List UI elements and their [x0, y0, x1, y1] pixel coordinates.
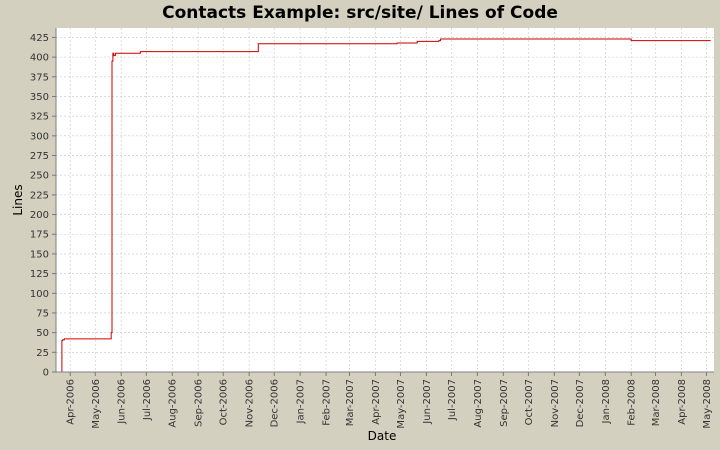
y-tick-label: 25	[36, 348, 49, 359]
x-tick-label: Aug-2007	[473, 379, 484, 428]
chart-title: Contacts Example: src/site/ Lines of Cod…	[162, 3, 558, 23]
x-tick-label: Feb-2007	[322, 379, 333, 426]
x-tick-label: Apr-2008	[677, 379, 688, 425]
x-tick-label: Oct-2006	[219, 379, 230, 425]
y-tick-label: 175	[30, 230, 49, 241]
x-tick-label: Mar-2007	[345, 379, 356, 426]
x-tick-label: Feb-2008	[627, 379, 638, 426]
y-tick-label: 0	[43, 368, 49, 379]
y-tick-label: 250	[30, 171, 49, 182]
y-tick-label: 50	[36, 328, 49, 339]
x-tick-label: Nov-2007	[550, 379, 561, 427]
y-tick-label: 100	[30, 289, 49, 300]
x-tick-label: Jun-2006	[117, 379, 128, 425]
y-tick-label: 300	[30, 131, 49, 142]
x-tick-label: Dec-2006	[270, 379, 281, 427]
y-tick-label: 425	[30, 33, 49, 44]
x-tick-label: Jan-2007	[296, 379, 307, 424]
x-tick-label: Apr-2006	[66, 379, 77, 425]
y-axis-label: Lines	[11, 184, 25, 215]
y-tick-label: 75	[36, 308, 49, 319]
y-tick-label: 400	[30, 53, 49, 64]
x-axis-label: Date	[368, 429, 397, 443]
x-tick-label: May-2006	[91, 379, 102, 429]
y-tick-label: 125	[30, 269, 49, 280]
x-tick-label: May-2008	[702, 379, 713, 429]
x-tick-label: Dec-2007	[575, 379, 586, 427]
x-tick-label: Nov-2006	[245, 379, 256, 427]
x-tick-label: Mar-2008	[651, 379, 662, 426]
y-axis: 0 25 50 75 100 125 150 175 200 225 250 275 300 325 350…	[30, 28, 57, 379]
series-group	[61, 38, 711, 372]
x-tick-label: Jul-2007	[447, 379, 458, 421]
y-tick-label: 225	[30, 190, 49, 201]
y-tick-label: 275	[30, 151, 49, 162]
x-tick-label: May-2007	[396, 379, 407, 429]
y-tick-label: 150	[30, 249, 49, 260]
y-tick-label: 350	[30, 92, 49, 103]
x-tick-label: Jun-2007	[422, 379, 433, 425]
x-tick-label: Apr-2007	[371, 379, 382, 425]
x-axis: Apr-2006 May-2006 Jun-2006 Jul-2006 Aug-2006…	[56, 371, 714, 429]
plot-area	[56, 28, 714, 372]
x-tick-label: Jul-2006	[142, 379, 153, 421]
y-tick-label: 200	[30, 210, 49, 221]
x-tick-label: Oct-2007	[524, 379, 535, 425]
series-line-0	[61, 38, 711, 372]
grid-lines	[56, 28, 714, 373]
x-tick-label: Sep-2006	[194, 379, 205, 427]
y-tick-label: 375	[30, 72, 49, 83]
x-tick-label: Sep-2007	[499, 379, 510, 427]
x-tick-label: Aug-2006	[168, 379, 179, 428]
x-tick-label: Jan-2008	[601, 379, 612, 424]
y-tick-label: 325	[30, 112, 49, 123]
